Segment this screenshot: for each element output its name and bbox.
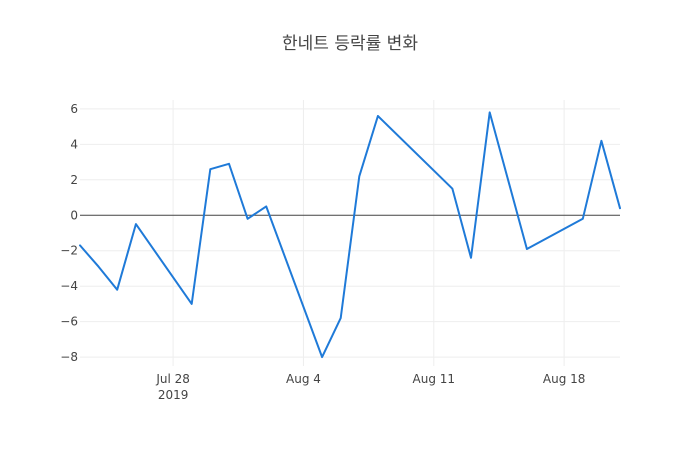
chart-title: 한네트 등락률 변화 — [282, 34, 418, 54]
y-tick-label: −2 — [60, 244, 78, 258]
y-tick-label: −6 — [60, 315, 78, 329]
x-tick-year-label: 2019 — [158, 388, 189, 402]
x-tick-label: Aug 4 — [286, 372, 321, 386]
y-tick-label: −4 — [60, 279, 78, 293]
x-tick-label: Jul 28 — [155, 372, 190, 386]
y-tick-label: 2 — [70, 173, 78, 187]
x-tick-label: Aug 18 — [543, 372, 586, 386]
y-tick-label: −8 — [60, 350, 78, 364]
x-tick-label: Aug 11 — [413, 372, 456, 386]
y-tick-label: 4 — [70, 137, 78, 151]
y-tick-label: 6 — [70, 102, 78, 116]
y-tick-label: 0 — [70, 208, 78, 222]
